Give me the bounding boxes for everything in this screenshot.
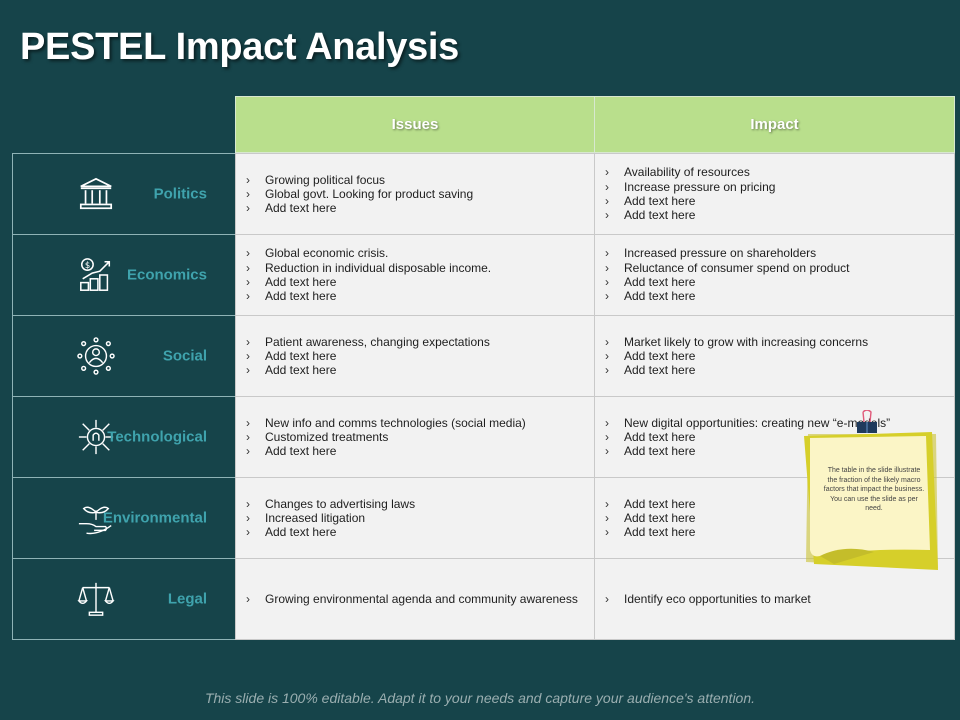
list-item: Add text here	[246, 444, 594, 459]
issues-cell-technological: New info and comms technologies (social …	[235, 396, 595, 478]
row-label-text: Social	[162, 347, 207, 365]
list-item: Add text here	[605, 363, 954, 378]
bank-icon	[79, 177, 113, 210]
list-item: Add text here	[246, 289, 594, 304]
list-item: Market likely to grow with increasing co…	[605, 335, 954, 350]
list-item: Availability of resources	[605, 165, 954, 180]
list-item: Add text here	[246, 525, 594, 540]
list-item: Increased litigation	[246, 511, 594, 526]
list-item: Increase pressure on pricing	[605, 180, 954, 195]
row-label-social: Social	[12, 315, 236, 397]
row-label-environmental: Environmental	[12, 477, 236, 559]
list-item: Increased pressure on shareholders	[605, 246, 954, 261]
hand-plant-icon	[78, 506, 112, 535]
row-label-economics: $ Economics	[12, 234, 236, 316]
list-item: Reduction in individual disposable incom…	[246, 261, 594, 276]
list-item: New info and comms technologies (social …	[246, 416, 594, 431]
sticky-note-paper	[804, 432, 938, 570]
list-item: Growing political focus	[246, 173, 594, 188]
sticky-note: The table in the slide illustrate the fr…	[804, 410, 940, 570]
footer-note: This slide is 100% editable. Adapt it to…	[204, 690, 756, 706]
circuit-bulb-icon	[78, 419, 114, 455]
row-label-politics: Politics	[12, 153, 236, 235]
issues-cell-politics: Growing political focus Global govt. Loo…	[235, 153, 595, 235]
row-label-text: Economics	[126, 266, 207, 284]
impact-cell-politics: Availability of resources Increase press…	[594, 153, 955, 235]
list-item: Add text here	[246, 275, 594, 290]
list-item: Add text here	[246, 201, 594, 216]
list-item: Add text here	[605, 349, 954, 364]
list-item: New digital opportunities: creating new …	[605, 416, 954, 431]
row-label-technological: Technological	[12, 396, 236, 478]
list-item: Add text here	[605, 194, 954, 209]
impact-column-header: Impact	[594, 96, 955, 153]
issues-cell-legal: Growing environmental agenda and communi…	[235, 558, 595, 640]
issues-cell-economics: Global economic crisis. Reduction in ind…	[235, 234, 595, 316]
justice-scale-icon	[77, 582, 115, 616]
list-item: Add text here	[246, 349, 594, 364]
list-item: Add text here	[246, 363, 594, 378]
row-label-legal: Legal	[12, 558, 236, 640]
list-item: Add text here	[605, 430, 954, 445]
issues-cell-environmental: Changes to advertising laws Increased li…	[235, 477, 595, 559]
list-item: Patient awareness, changing expectations	[246, 335, 594, 350]
sticky-note-text: The table in the slide illustrate the fr…	[823, 467, 925, 512]
binder-clip-icon	[857, 410, 877, 433]
list-item: Identify eco opportunities to market	[605, 592, 954, 607]
list-item: Reluctance of consumer spend on product	[605, 261, 954, 276]
issues-column-header: Issues	[235, 96, 595, 153]
list-item: Add text here	[605, 497, 954, 512]
list-item: Global govt. Looking for product saving	[246, 187, 594, 202]
list-item: Add text here	[605, 511, 954, 526]
money-growth-icon: $	[80, 258, 111, 291]
row-label-text: Legal	[167, 590, 207, 608]
row-label-text: Politics	[153, 185, 207, 203]
impact-cell-social: Market likely to grow with increasing co…	[594, 315, 955, 397]
issues-cell-social: Patient awareness, changing expectations…	[235, 315, 595, 397]
people-network-icon	[77, 337, 115, 375]
list-item: Add text here	[605, 525, 954, 540]
row-label-text: Technological	[107, 428, 207, 446]
impact-cell-economics: Increased pressure on shareholders Reluc…	[594, 234, 955, 316]
list-item: Customized treatments	[246, 430, 594, 445]
list-item: Add text here	[605, 444, 954, 459]
impact-cell-legal: Identify eco opportunities to market	[594, 558, 955, 640]
list-item: Add text here	[605, 275, 954, 290]
list-item: Add text here	[605, 208, 954, 223]
slide-title: PESTEL Impact Analysis	[20, 26, 460, 68]
row-label-text: Environmental	[102, 509, 207, 527]
list-item: Global economic crisis.	[246, 246, 594, 261]
list-item: Growing environmental agenda and communi…	[246, 592, 594, 607]
svg-text:$: $	[85, 261, 90, 271]
list-item: Add text here	[605, 289, 954, 304]
list-item: Changes to advertising laws	[246, 497, 594, 512]
